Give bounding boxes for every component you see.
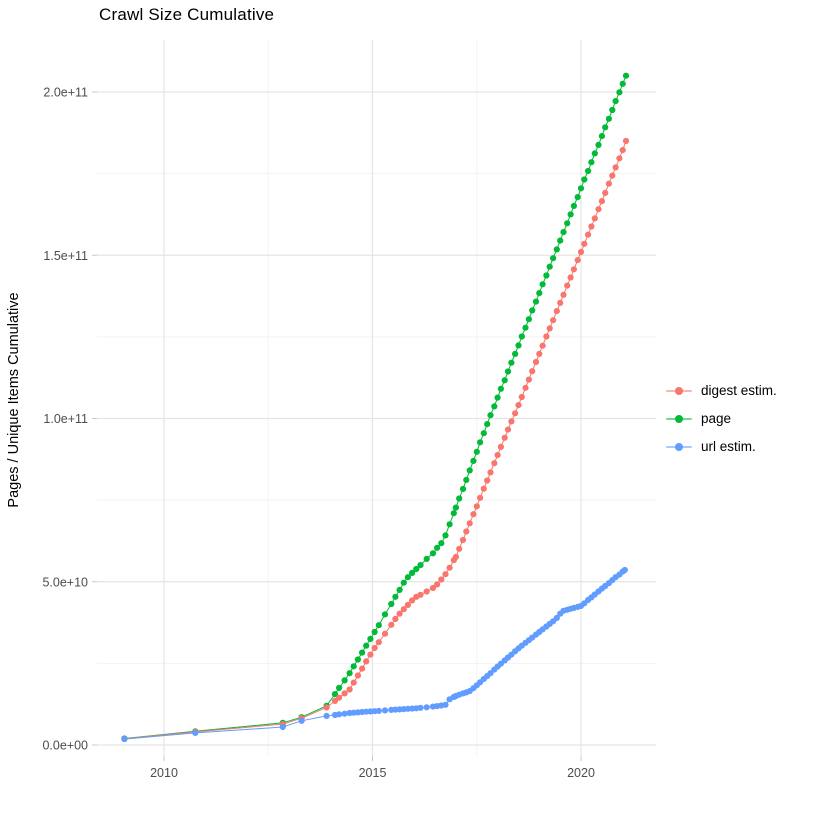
legend-item-page: page xyxy=(666,409,777,428)
x-tick-label: 2010 xyxy=(150,766,178,780)
x-axis-tick-labels: 2010 2015 2020 xyxy=(150,766,595,780)
y-tick-label: 0.0e+00 xyxy=(42,739,88,753)
series-page-line xyxy=(124,75,627,739)
y-axis-tick-labels: 0.0e+00 5.0e+10 1.0e+11 1.5e+11 2.0e+11 xyxy=(42,86,88,753)
legend-label: url estim. xyxy=(701,439,756,454)
legend-item-digest-estim: digest estim. xyxy=(666,381,777,400)
x-tick-label: 2020 xyxy=(567,766,595,780)
legend-key-icon xyxy=(666,412,692,426)
chart-title: Crawl Size Cumulative xyxy=(99,5,275,24)
legend-label: page xyxy=(701,411,732,426)
x-tick-label: 2015 xyxy=(359,766,387,780)
gridlines-major xyxy=(97,40,656,756)
gridlines-minor xyxy=(97,40,656,756)
axis-ticks xyxy=(92,91,582,761)
legend-key-icon xyxy=(666,384,692,398)
y-tick-label: 1.5e+11 xyxy=(43,249,88,263)
series-page xyxy=(121,72,630,742)
legend-label: digest estim. xyxy=(701,383,777,398)
series-digest-estim-line xyxy=(124,140,627,740)
legend: digest estim. page url estim. xyxy=(666,381,777,456)
y-tick-label: 1.0e+11 xyxy=(43,412,88,426)
series-digest-estim xyxy=(121,137,630,742)
y-tick-label: 2.0e+11 xyxy=(43,86,88,100)
series-url-estim xyxy=(121,566,628,743)
y-tick-label: 5.0e+10 xyxy=(42,575,88,589)
legend-item-url-estim: url estim. xyxy=(666,437,777,456)
legend-key-icon xyxy=(666,440,692,454)
